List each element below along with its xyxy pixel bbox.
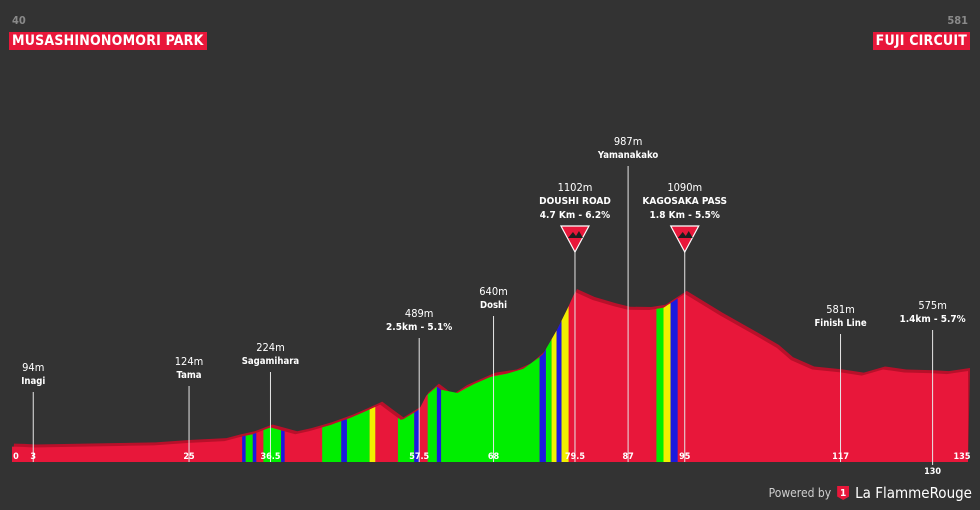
mountain-icon bbox=[567, 231, 583, 238]
gradient-segment-12 bbox=[436, 386, 442, 462]
flamme-rouge-logo-icon: 1 bbox=[837, 486, 850, 500]
km-tick-label: 87 bbox=[622, 452, 633, 462]
waypoint-elevation-label: 124m bbox=[175, 355, 204, 368]
elevation-profile bbox=[12, 292, 968, 462]
powered-by-text: Powered by bbox=[768, 486, 832, 500]
waypoint-name-label: Doshi bbox=[480, 300, 507, 311]
gradient-segment-16 bbox=[551, 330, 557, 462]
climb-marker-icon bbox=[559, 225, 590, 254]
waypoint-elevation-label: 224m bbox=[256, 341, 285, 354]
gradient-segment-11 bbox=[427, 386, 437, 462]
gradient-segment-13 bbox=[441, 357, 540, 462]
gradient-segment-0 bbox=[242, 435, 246, 462]
waypoint-elevation-label: 987m bbox=[614, 135, 643, 148]
start-location-label: MUSASHINONOMORI PARK bbox=[9, 32, 207, 50]
gradient-segment-3 bbox=[263, 427, 282, 462]
km-tick-label: 0 bbox=[13, 452, 19, 462]
brand-name: La FlammeRouge bbox=[855, 484, 972, 502]
waypoint-elevation-label: 94m bbox=[22, 361, 44, 374]
waypoint-name-label: Tama bbox=[177, 370, 202, 381]
climb-elevation-label: 1090m bbox=[667, 181, 702, 194]
gradient-segment-21 bbox=[670, 298, 678, 462]
climb-name-label: DOUSHI ROAD bbox=[539, 196, 611, 207]
km-tick-label: 95 bbox=[679, 452, 691, 462]
climb-name-label: KAGOSAKA PASS bbox=[642, 196, 727, 207]
km-tick-label: 57.5 bbox=[409, 452, 429, 462]
gradient-segment-6 bbox=[341, 419, 347, 462]
km-tick-label: 36.5 bbox=[260, 452, 280, 462]
km-tick-label: 130 bbox=[924, 467, 941, 477]
gradient-segment-19 bbox=[656, 307, 664, 462]
km-tick-label: 117 bbox=[832, 452, 849, 462]
finish-number: 581 bbox=[947, 14, 968, 27]
gradient-segment-14 bbox=[539, 349, 546, 462]
waypoint-elevation-label: 581m bbox=[826, 303, 855, 316]
climb-detail-label: 4.7 Km - 6.2% bbox=[540, 210, 610, 221]
gradient-segment-8 bbox=[369, 406, 376, 462]
climb-marker-icon bbox=[669, 225, 700, 254]
waypoint-detail-label: 2.5km - 5.1% bbox=[386, 322, 452, 333]
waypoint-name-label: Inagi bbox=[21, 376, 45, 387]
km-tick-label: 3 bbox=[30, 452, 36, 462]
gradient-segment-5 bbox=[322, 421, 342, 462]
climb-elevation-label: 1102m bbox=[558, 181, 593, 194]
waypoint-detail-label: 1.4km - 5.7% bbox=[899, 314, 965, 325]
km-tick-label: 25 bbox=[183, 452, 195, 462]
gradient-segment-10 bbox=[414, 409, 420, 462]
gradient-segment-20 bbox=[663, 303, 671, 462]
waypoint-elevation-label: 489m bbox=[405, 307, 434, 320]
waypoint-elevation-label: 640m bbox=[479, 285, 508, 298]
gradient-segment-9 bbox=[397, 412, 415, 462]
km-tick-label: 68 bbox=[488, 452, 500, 462]
start-number: 40 bbox=[12, 14, 26, 27]
waypoint-name-label: Finish Line bbox=[814, 318, 866, 329]
gradient-segment-2 bbox=[252, 432, 257, 462]
gradient-segment-15 bbox=[545, 339, 552, 462]
gradient-segment-17 bbox=[556, 320, 562, 462]
km-tick-label: 135 bbox=[954, 452, 971, 462]
climb-detail-label: 1.8 Km - 5.5% bbox=[650, 210, 720, 221]
gradient-segment-7 bbox=[346, 409, 370, 462]
gradient-segment-18 bbox=[561, 306, 569, 462]
finish-location-label: FUJI CIRCUIT bbox=[872, 32, 970, 50]
km-tick-label: 79.5 bbox=[565, 452, 585, 462]
gradient-segment-1 bbox=[245, 434, 253, 462]
waypoint-name-label: Sagamihara bbox=[242, 356, 300, 367]
gradient-segment-4 bbox=[281, 430, 285, 462]
footer-credit: Powered by 1 La FlammeRouge bbox=[769, 484, 972, 502]
mountain-icon bbox=[677, 231, 693, 238]
waypoint-elevation-label: 575m bbox=[918, 299, 947, 312]
waypoint-name-label: Yamanakako bbox=[597, 150, 658, 161]
